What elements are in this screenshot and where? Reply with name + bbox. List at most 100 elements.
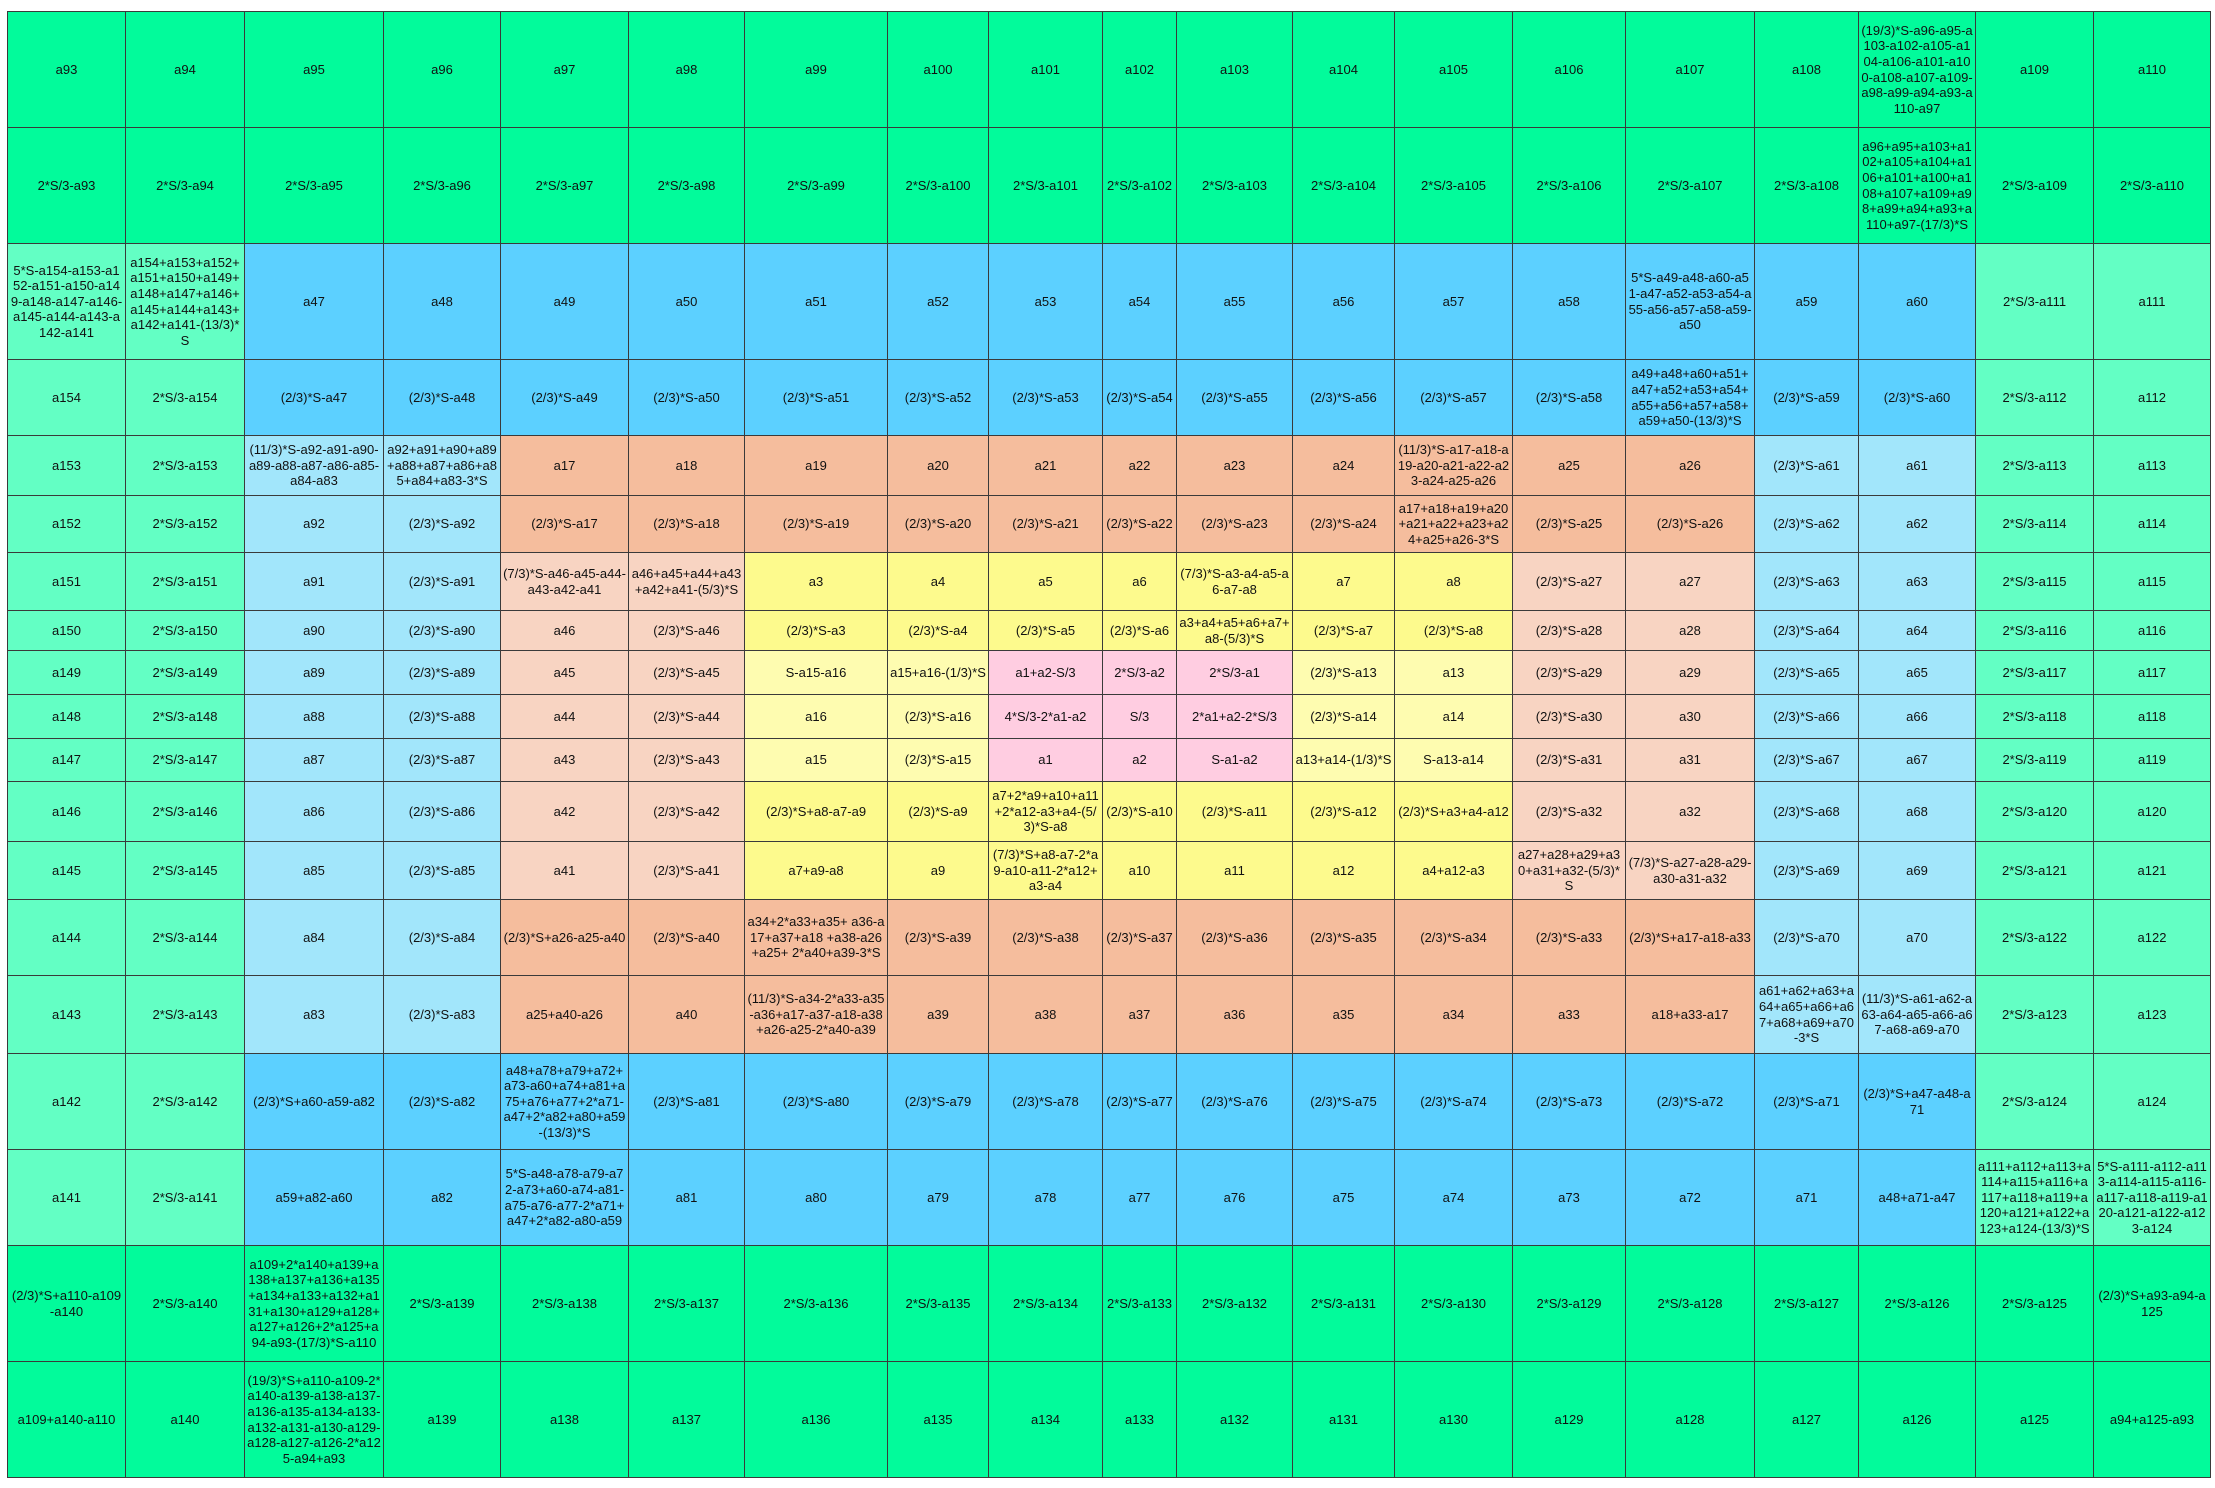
table-cell: a59+a82-a60 — [244, 1149, 384, 1246]
table-cell: 2*S/3-a2 — [1102, 650, 1177, 695]
table-cell: a108 — [1754, 11, 1859, 128]
table-cell: (2/3)*S-a82 — [383, 1053, 501, 1150]
table-cell: (2/3)*S-a20 — [887, 495, 989, 553]
table-cell: 2*S/3-a146 — [125, 781, 245, 842]
table-cell: (2/3)*S-a37 — [1102, 899, 1177, 976]
table-cell: (2/3)*S-a91 — [383, 552, 501, 611]
table-cell: a13 — [1394, 650, 1513, 695]
table-cell: a101 — [988, 11, 1103, 128]
table-cell: (2/3)*S-a65 — [1754, 650, 1859, 695]
table-row: a151 2*S/3-a151 a91 (2/3)*S-a91 (7/3)*S-a46-… — [7, 552, 2211, 611]
table-cell: 5*S-a48-a78-a79-a72-a73+a60-a74-a81-a75-… — [500, 1149, 629, 1246]
table-cell: 2*S/3-a93 — [7, 127, 126, 244]
table-cell: 2*S/3-a123 — [1975, 975, 2094, 1054]
table-cell: (2/3)*S-a29 — [1512, 650, 1626, 695]
table-cell: a92+a91+a90+a89+a88+a87+a86+a85+a84+a83-… — [383, 435, 501, 496]
table-cell: a50 — [628, 243, 745, 360]
table-cell: a145 — [7, 841, 126, 900]
table-cell: a154 — [7, 359, 126, 436]
table-cell: (2/3)*S-a83 — [383, 975, 501, 1054]
table-cell: (2/3)*S-a74 — [1394, 1053, 1513, 1150]
table-cell: 2*S/3-a132 — [1176, 1245, 1293, 1362]
table-cell: 2*S/3-a134 — [988, 1245, 1103, 1362]
table-cell: (7/3)*S+a8-a7-2*a9-a10-a11-2*a12+a3-a4 — [988, 841, 1103, 900]
table-cell: a127 — [1754, 1361, 1859, 1478]
table-cell: a66 — [1858, 694, 1976, 739]
table-cell: a131 — [1292, 1361, 1395, 1478]
table-cell: 2*S/3-a116 — [1975, 610, 2094, 651]
table-cell: a56 — [1292, 243, 1395, 360]
table-cell: a35 — [1292, 975, 1395, 1054]
table-cell: (2/3)*S-a43 — [628, 738, 745, 782]
table-cell: (2/3)*S-a77 — [1102, 1053, 1177, 1150]
table-cell: a38 — [988, 975, 1103, 1054]
table-cell: (2/3)*S-a23 — [1176, 495, 1293, 553]
table-cell: (2/3)*S+a17-a18-a33 — [1625, 899, 1755, 976]
table-cell: a77 — [1102, 1149, 1177, 1246]
table-cell: (2/3)*S-a35 — [1292, 899, 1395, 976]
table-cell: a39 — [887, 975, 989, 1054]
table-cell: a34+2*a33+a35+ a36-a17+a37+a18 +a38-a26+… — [744, 899, 888, 976]
grid-table: a93 a94 a95 a96 a97 a98 a99 a100 a101 a102 a103 a10… — [7, 11, 2211, 1478]
table-cell: a143 — [7, 975, 126, 1054]
table-cell: a18+a33-a17 — [1625, 975, 1755, 1054]
table-cell: a52 — [887, 243, 989, 360]
table-cell: a67 — [1858, 738, 1976, 782]
table-cell: a153 — [7, 435, 126, 496]
table-cell: (2/3)*S-a70 — [1754, 899, 1859, 976]
table-cell: (2/3)*S-a54 — [1102, 359, 1177, 436]
table-row: 5*S-a154-a153-a152-a151-a150-a149-a148-a… — [7, 243, 2211, 360]
table-cell: a4 — [887, 552, 989, 611]
table-cell: 2*S/3-a143 — [125, 975, 245, 1054]
table-row: a147 2*S/3-a147 a87 (2/3)*S-a87 a43 (2/3)*S-a… — [7, 738, 2211, 782]
table-cell: (2/3)*S-a75 — [1292, 1053, 1395, 1150]
table-cell: a5 — [988, 552, 1103, 611]
table-cell: (2/3)*S-a12 — [1292, 781, 1395, 842]
table-cell: 2*S/3-a133 — [1102, 1245, 1177, 1362]
table-cell: 2*S/3-a136 — [744, 1245, 888, 1362]
table-cell: a122 — [2093, 899, 2211, 976]
table-cell: a114 — [2093, 495, 2211, 553]
table-cell: (2/3)*S-a15 — [887, 738, 989, 782]
table-cell: a111 — [2093, 243, 2211, 360]
table-cell: a70 — [1858, 899, 1976, 976]
table-row: a143 2*S/3-a143 a83 (2/3)*S-a83 a25+a40-a26 a… — [7, 975, 2211, 1054]
table-cell: a19 — [744, 435, 888, 496]
table-cell: a18 — [628, 435, 745, 496]
table-cell: a3+a4+a5+a6+a7+a8-(5/3)*S — [1176, 610, 1293, 651]
table-cell: a33 — [1512, 975, 1626, 1054]
table-cell: 5*S-a111-a112-a113-a114-a115-a116-a117-a… — [2093, 1149, 2211, 1246]
table-cell: (2/3)*S-a57 — [1394, 359, 1513, 436]
table-cell: 2*S/3-a104 — [1292, 127, 1395, 244]
table-cell: (2/3)*S-a56 — [1292, 359, 1395, 436]
table-cell: a137 — [628, 1361, 745, 1478]
table-cell: a130 — [1394, 1361, 1513, 1478]
table-cell: (2/3)*S-a44 — [628, 694, 745, 739]
table-cell: a99 — [744, 11, 888, 128]
table-cell: (2/3)*S-a33 — [1512, 899, 1626, 976]
table-cell: a47 — [244, 243, 384, 360]
table-cell: (11/3)*S-a92-a91-a90-a89-a88-a87-a86-a85… — [244, 435, 384, 496]
table-cell: (2/3)*S-a24 — [1292, 495, 1395, 553]
table-cell: a95 — [244, 11, 384, 128]
table-cell: 2*S/3-a115 — [1975, 552, 2094, 611]
table-cell: a71 — [1754, 1149, 1859, 1246]
table-cell: S/3 — [1102, 694, 1177, 739]
table-cell: (11/3)*S-a34-2*a33-a35-a36+a17-a37-a18-a… — [744, 975, 888, 1054]
table-cell: 2*S/3-a107 — [1625, 127, 1755, 244]
table-cell: a128 — [1625, 1361, 1755, 1478]
table-cell: a151 — [7, 552, 126, 611]
table-cell: (2/3)*S-a45 — [628, 650, 745, 695]
table-cell: (2/3)*S-a84 — [383, 899, 501, 976]
table-cell: 2*S/3-a112 — [1975, 359, 2094, 436]
table-cell: 2*S/3-a120 — [1975, 781, 2094, 842]
table-cell: a73 — [1512, 1149, 1626, 1246]
table-row: a144 2*S/3-a144 a84 (2/3)*S-a84 (2/3)*S+a26-… — [7, 899, 2211, 976]
table-cell: (2/3)*S-a26 — [1625, 495, 1755, 553]
table-cell: (2/3)*S-a76 — [1176, 1053, 1293, 1150]
table-cell: (2/3)*S-a58 — [1512, 359, 1626, 436]
table-cell: a44 — [500, 694, 629, 739]
table-cell: (2/3)*S-a42 — [628, 781, 745, 842]
table-cell: (7/3)*S-a27-a28-a29-a30-a31-a32 — [1625, 841, 1755, 900]
table-cell: (2/3)*S-a69 — [1754, 841, 1859, 900]
